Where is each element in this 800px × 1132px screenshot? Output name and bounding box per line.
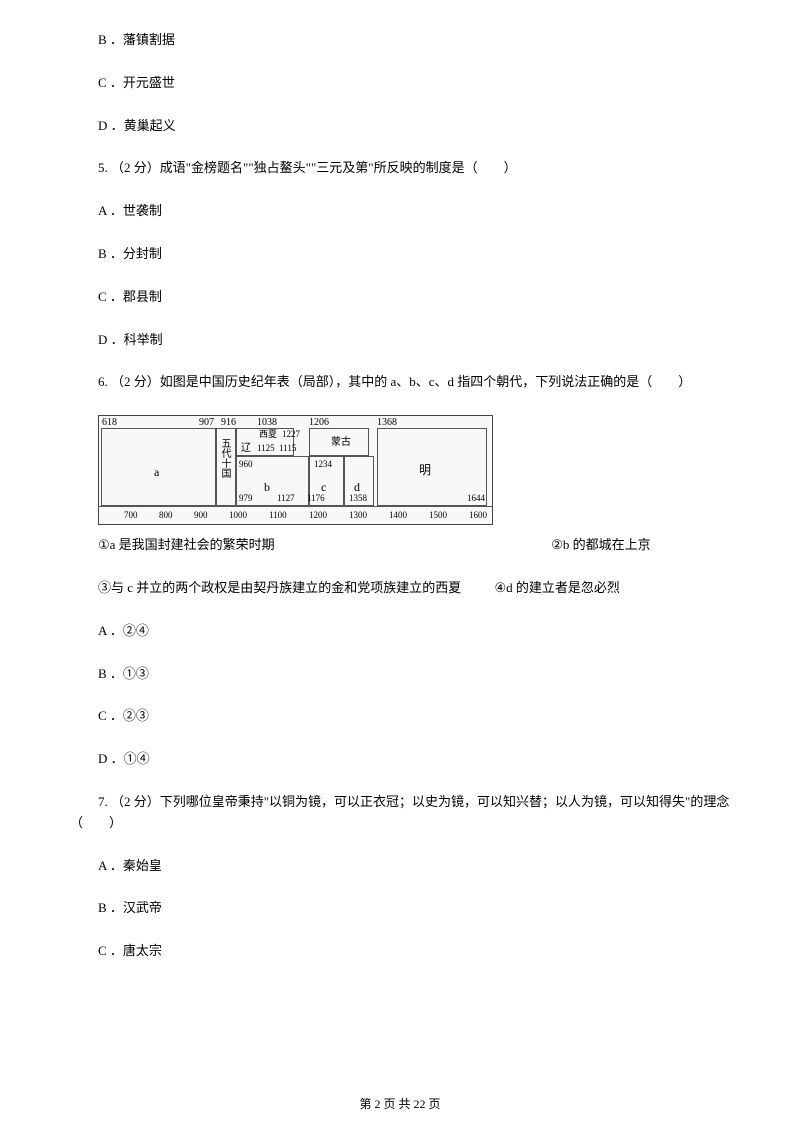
chart-year: 1234 bbox=[314, 460, 332, 469]
axis-label: 1600 bbox=[469, 508, 487, 522]
option-7c: C ．唐太宗 bbox=[70, 941, 730, 962]
chart-label-c: c bbox=[321, 481, 326, 493]
chart-label-wudai: 五代十国 bbox=[219, 438, 229, 498]
statement-2: ②b 的都城在上京 bbox=[551, 535, 650, 556]
axis-label: 1500 bbox=[429, 508, 447, 522]
option-4c: C ．开元盛世 bbox=[70, 73, 730, 94]
chart-label-menggu: 蒙古 bbox=[331, 438, 351, 448]
chart-year: 1115 bbox=[279, 444, 296, 453]
chart-year: 916 bbox=[221, 418, 236, 428]
chart-label-liao: 辽 bbox=[241, 444, 251, 454]
question-6: 6. （2 分）如图是中国历史纪年表（局部），其中的 a、b、c、d 指四个朝代… bbox=[70, 372, 730, 393]
statement-3: ③与 c 并立的两个政权是由契丹族建立的金和党项族建立的西夏 bbox=[98, 580, 461, 595]
option-7a: A ．秦始皇 bbox=[70, 856, 730, 877]
option-5b: B ．分封制 bbox=[70, 244, 730, 265]
chart-label-b: b bbox=[264, 481, 270, 493]
option-6a: A ．②④ bbox=[70, 621, 730, 642]
chart-year: 1206 bbox=[309, 418, 329, 428]
chart-year: 907 bbox=[199, 418, 214, 428]
statement-row-2: ③与 c 并立的两个政权是由契丹族建立的金和党项族建立的西夏 ④d 的建立者是忽… bbox=[70, 578, 730, 599]
statement-row-1: ①a 是我国封建社会的繁荣时期 ②b 的都城在上京 bbox=[70, 535, 730, 556]
chart-year: 960 bbox=[239, 460, 253, 469]
axis-label: 800 bbox=[159, 508, 173, 522]
axis-label: 1200 bbox=[309, 508, 327, 522]
chart-label-d: d bbox=[354, 481, 360, 493]
chart-label-xixia: 西夏 bbox=[259, 430, 277, 439]
option-5a: A ．世袭制 bbox=[70, 201, 730, 222]
option-4b: B ．藩镇割据 bbox=[70, 30, 730, 51]
chart-year: 1176 bbox=[307, 494, 325, 503]
chart-year: 1644 bbox=[467, 494, 485, 503]
axis-label: 700 bbox=[124, 508, 138, 522]
question-7-text: 7. （2 分）下列哪位皇帝秉持"以铜为镜，可以正衣冠；以史为镜，可以知兴替；以… bbox=[70, 794, 729, 830]
chart-label-a: a bbox=[154, 466, 159, 478]
chart-year: 618 bbox=[102, 418, 117, 428]
timeline-chart: 618 907 916 1038 1206 1368 a 五代十国 辽 西夏 1… bbox=[98, 415, 493, 525]
statement-1: ①a 是我国封建社会的繁荣时期 bbox=[98, 535, 548, 556]
axis-label: 1100 bbox=[269, 508, 287, 522]
option-6c: C ．②③ bbox=[70, 706, 730, 727]
option-7b: B ．汉武帝 bbox=[70, 898, 730, 919]
axis-label: 1000 bbox=[229, 508, 247, 522]
chart-year: 979 bbox=[239, 494, 253, 503]
statement-4: ④d 的建立者是忽必烈 bbox=[495, 580, 620, 595]
option-5d: D ．科举制 bbox=[70, 330, 730, 351]
question-5: 5. （2 分）成语"金榜题名""独占鳌头""三元及第"所反映的制度是（ ） bbox=[70, 158, 730, 179]
axis-label: 1300 bbox=[349, 508, 367, 522]
chart-year: 1368 bbox=[377, 418, 397, 428]
chart-year: 1127 bbox=[277, 494, 295, 503]
option-6b: B ．①③ bbox=[70, 664, 730, 685]
question-7: 7. （2 分）下列哪位皇帝秉持"以铜为镜，可以正衣冠；以史为镜，可以知兴替；以… bbox=[70, 792, 730, 834]
chart-year: 1038 bbox=[257, 418, 277, 428]
page-footer: 第 2 页 共 22 页 bbox=[0, 1095, 800, 1114]
chart-axis: 700 800 900 1000 1100 1200 1300 1400 150… bbox=[99, 506, 492, 524]
option-5c: C ．郡县制 bbox=[70, 287, 730, 308]
axis-label: 900 bbox=[194, 508, 208, 522]
axis-label: 1400 bbox=[389, 508, 407, 522]
chart-label-ming: 明 bbox=[419, 464, 431, 476]
chart-year: 1125 bbox=[257, 444, 275, 453]
option-6d: D ．①④ bbox=[70, 749, 730, 770]
option-4d: D ．黄巢起义 bbox=[70, 116, 730, 137]
chart-year: 1227 bbox=[282, 430, 300, 439]
chart-year: 1358 bbox=[349, 494, 367, 503]
